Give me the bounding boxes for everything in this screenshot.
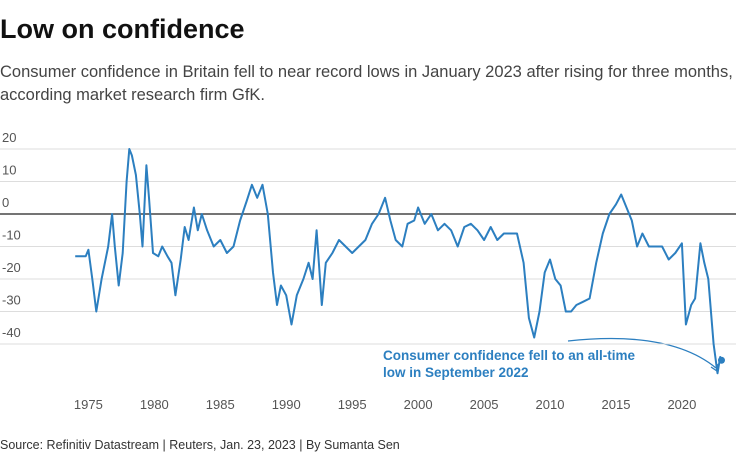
x-tick-label: 1995 [338, 397, 367, 412]
subtitle: according market research firm GfK. [0, 86, 265, 104]
y-tick-label: 0 [2, 195, 9, 210]
y-tick-label: 20 [2, 130, 16, 145]
y-tick-label: -30 [2, 293, 21, 308]
y-tick-label: -40 [2, 325, 21, 340]
x-tick-label: 2010 [536, 397, 565, 412]
y-tick-label: -20 [2, 260, 21, 275]
x-tick-label: 1985 [206, 397, 235, 412]
end-dot [717, 356, 725, 364]
x-tick-label: 2015 [602, 397, 631, 412]
annotation-arrow [567, 337, 717, 369]
y-tick-label: -10 [2, 228, 21, 243]
y-tick-label: 10 [2, 163, 16, 178]
x-tick-label: 2005 [470, 397, 499, 412]
x-tick-label: 2000 [404, 397, 433, 412]
annotation: low in September 2022 [383, 365, 529, 380]
x-tick-label: 1990 [272, 397, 301, 412]
subtitle: Consumer confidence in Britain fell to n… [0, 63, 733, 81]
x-tick-label: 2020 [667, 397, 696, 412]
source: Source: Refinitiv Datastream | Reuters, … [0, 438, 400, 452]
x-tick-label: 1980 [140, 397, 169, 412]
line-series [75, 148, 723, 375]
chart-title: Low on confidence [0, 14, 245, 44]
annotation: Consumer confidence fell to an all-time [383, 348, 636, 363]
x-tick-label: 1975 [74, 397, 103, 412]
